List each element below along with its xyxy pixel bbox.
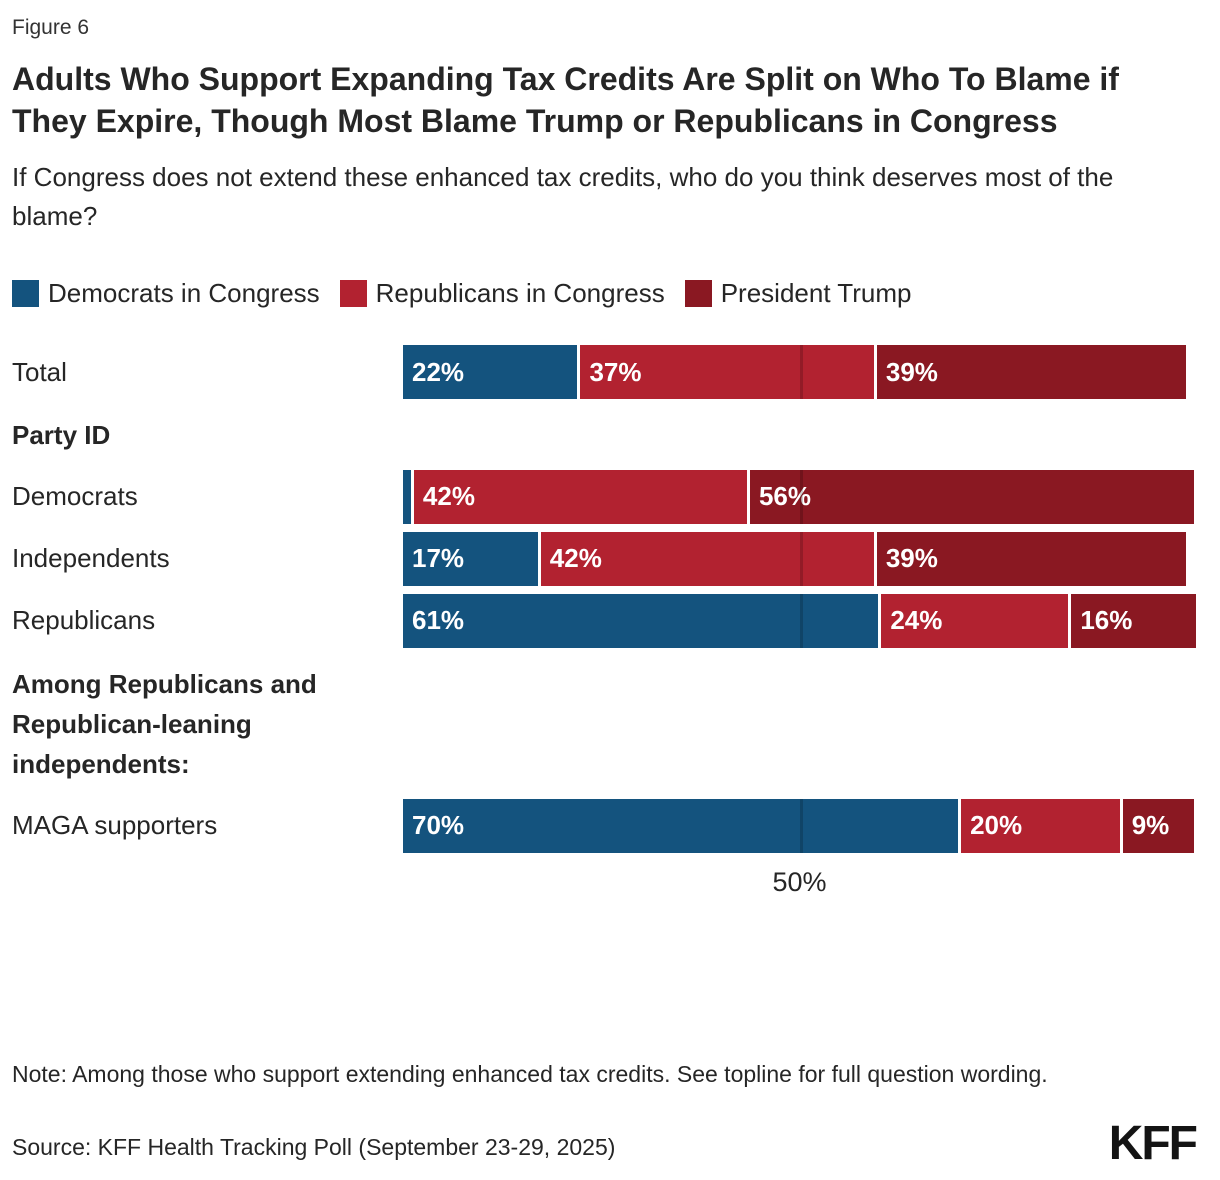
chart-note: Note: Among those who support extending …: [12, 1061, 1048, 1087]
bar-segment-republicans-in-congress: 37%: [580, 345, 874, 400]
bar-value-label: 22%: [412, 356, 465, 387]
bar-segment-democrats-in-congress: 17%: [403, 531, 538, 586]
bar-value-label: 42%: [549, 543, 602, 574]
kff-logo: KFF: [1108, 1117, 1198, 1170]
chart-source: Source: KFF Health Tracking Poll (Septem…: [12, 1134, 616, 1160]
legend-label: Republicans in Congress: [375, 278, 665, 309]
stacked-bar-chart: Total 22% 37% 39% Party ID Democrats 42% 56% Ind…: [12, 345, 1196, 897]
chart-page: Figure 6 Adults Who Support Expanding Ta…: [12, 16, 1196, 897]
bar-value-label: 16%: [1080, 605, 1133, 636]
bar-segment-president-trump: 39%: [876, 345, 1187, 400]
bar-value-label: 24%: [890, 605, 943, 636]
stacked-bar: 17% 42% 39%: [403, 531, 1196, 586]
bar-value-label: 9%: [1131, 810, 1170, 841]
legend-label: President Trump: [720, 278, 912, 309]
bar-segment-democrats-in-congress: 22%: [403, 345, 578, 400]
chart-row-maga-supporters: MAGA supporters 70% 20% 9%: [12, 798, 1196, 853]
bar-value-label: 70%: [412, 810, 465, 841]
legend-item-president-trump: President Trump: [684, 278, 912, 309]
legend-label: Democrats in Congress: [48, 278, 320, 309]
row-label: Total: [12, 356, 67, 387]
chart-row-republicans: Republicans 61% 24% 16%: [12, 593, 1196, 648]
stacked-bar: 70% 20% 9%: [403, 798, 1196, 853]
bar-segment-republicans-in-congress: 42%: [413, 469, 747, 524]
legend-item-republicans-in-congress: Republicans in Congress: [339, 278, 665, 309]
section-header-party-id: Party ID: [12, 420, 111, 451]
chart-row-democrats: Democrats 42% 56%: [12, 469, 1196, 524]
chart-row-independents: Independents 17% 42% 39%: [12, 531, 1196, 586]
bar-segment-republicans-in-congress: 24%: [881, 593, 1069, 648]
figure-label: Figure 6: [12, 16, 90, 39]
bar-segment-president-trump: 39%: [876, 531, 1187, 586]
chart-legend: Democrats in Congress Republicans in Cong…: [12, 278, 1196, 309]
legend-swatch-icon: [339, 280, 367, 308]
bar-segment-democrats-in-congress: [403, 469, 411, 524]
bar-segment-democrats-in-congress: 70%: [403, 798, 959, 853]
stacked-bar: 42% 56%: [403, 469, 1196, 524]
stacked-bar: 22% 37% 39%: [403, 345, 1196, 400]
chart-subtitle: If Congress does not extend these enhanc…: [12, 162, 1114, 232]
bar-segment-republicans-in-congress: 20%: [961, 798, 1120, 853]
page-title: Adults Who Support Expanding Tax Credits…: [12, 61, 1119, 140]
stacked-bar: 61% 24% 16%: [403, 593, 1196, 648]
row-label: Republicans: [12, 605, 156, 636]
bar-value-label: 39%: [885, 543, 938, 574]
chart-row-total: Total 22% 37% 39%: [12, 345, 1196, 400]
bar-value-label: 61%: [412, 605, 465, 636]
bar-value-label: 56%: [758, 481, 812, 512]
bar-value-label: 39%: [885, 356, 938, 387]
bar-segment-president-trump: 9%: [1122, 798, 1195, 853]
bar-segment-democrats-in-congress: 61%: [403, 593, 879, 648]
bar-segment-republicans-in-congress: 42%: [540, 531, 874, 586]
section-header-among-republicans-and-republican-leaning-independents: Among Republicans and Republican-leaning…: [12, 668, 317, 780]
bar-value-label: 20%: [970, 810, 1023, 841]
bar-segment-president-trump: 16%: [1071, 593, 1196, 648]
axis-tick-label-50: 50%: [772, 866, 827, 897]
legend-item-democrats-in-congress: Democrats in Congress: [12, 278, 320, 309]
bar-value-label: 17%: [412, 543, 465, 574]
legend-swatch-icon: [12, 280, 39, 308]
legend-swatch-icon: [684, 280, 712, 308]
row-label: Independents: [12, 543, 170, 574]
chart-rows: Total 22% 37% 39% Party ID Democrats 42% 56% Ind…: [12, 345, 1196, 853]
row-label: Democrats: [12, 481, 138, 512]
bar-value-label: 37%: [589, 356, 642, 387]
bar-value-label: 42%: [422, 481, 475, 512]
bar-segment-president-trump: 56%: [749, 469, 1195, 524]
row-label: MAGA supporters: [12, 810, 218, 841]
